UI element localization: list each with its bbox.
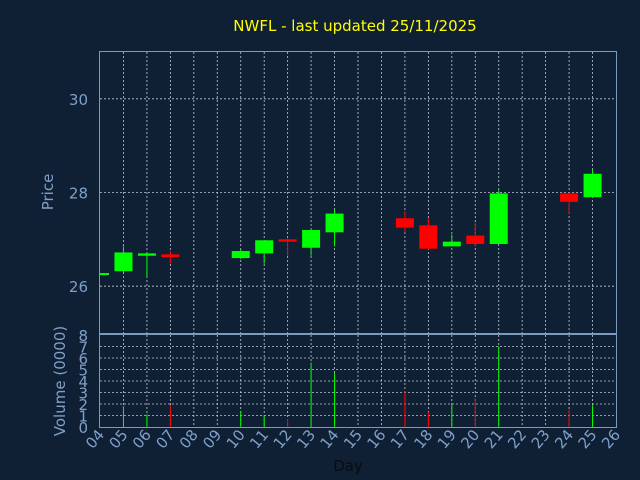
volume-tick-label: 5 bbox=[78, 362, 88, 380]
candle-body bbox=[100, 273, 109, 276]
x-tick-label: 23 bbox=[528, 426, 554, 452]
candle bbox=[466, 222, 485, 247]
candle bbox=[419, 218, 438, 250]
candle bbox=[100, 273, 109, 276]
x-tick-label: 16 bbox=[363, 426, 389, 452]
candle bbox=[231, 249, 250, 260]
candle bbox=[302, 229, 321, 256]
candle-body bbox=[419, 225, 438, 249]
candle bbox=[395, 211, 414, 233]
x-tick-label: 10 bbox=[223, 426, 249, 452]
x-tick-label: 20 bbox=[457, 426, 483, 452]
price-tick-label: 26 bbox=[69, 278, 88, 296]
candle-body bbox=[325, 213, 344, 233]
candle bbox=[161, 251, 180, 264]
candle bbox=[442, 234, 461, 247]
volume-tick-label: 4 bbox=[78, 373, 88, 391]
x-tick-label: 21 bbox=[481, 426, 507, 452]
candle bbox=[255, 240, 274, 264]
volume-tick-label: 3 bbox=[78, 385, 88, 403]
x-tick-label: 07 bbox=[152, 426, 178, 452]
price-frame bbox=[99, 51, 617, 334]
candle-body bbox=[395, 218, 414, 228]
x-tick-label: 05 bbox=[105, 426, 131, 452]
candle bbox=[325, 208, 344, 247]
x-tick-label: 09 bbox=[199, 426, 225, 452]
x-tick-label: 18 bbox=[410, 426, 436, 452]
candle bbox=[114, 246, 133, 273]
volume-frame bbox=[99, 334, 617, 428]
candle bbox=[137, 252, 156, 277]
price-axis-label: Price bbox=[39, 174, 57, 211]
candle-body bbox=[583, 173, 602, 198]
x-tick-label: 17 bbox=[387, 426, 413, 452]
volume-tick-label: 0 bbox=[78, 419, 88, 437]
candle-body bbox=[560, 193, 579, 202]
candle-body bbox=[302, 229, 321, 248]
x-tick-label: 24 bbox=[551, 426, 577, 452]
volume-axis-label: Volume (0000) bbox=[51, 326, 69, 436]
candle-body bbox=[231, 251, 250, 259]
x-tick-label: 22 bbox=[504, 426, 530, 452]
candle bbox=[278, 238, 297, 256]
x-tick-label: 06 bbox=[129, 426, 155, 452]
volume-tick-label: 7 bbox=[78, 339, 88, 357]
price-panel: 26 28 30 Price bbox=[39, 51, 617, 334]
candle-body bbox=[489, 193, 508, 245]
x-tick-label: 12 bbox=[270, 426, 296, 452]
x-tick-label: 19 bbox=[434, 426, 460, 452]
candle-body bbox=[278, 239, 297, 242]
x-tick-label: 14 bbox=[317, 426, 343, 452]
candle-body bbox=[114, 252, 133, 272]
x-tick-label: 15 bbox=[340, 426, 366, 452]
x-tick-label: 08 bbox=[176, 426, 202, 452]
x-axis-label: Day bbox=[333, 457, 363, 475]
x-tick-label: 26 bbox=[598, 426, 624, 452]
x-tick-label: 11 bbox=[246, 426, 272, 452]
price-tick-label: 30 bbox=[69, 91, 88, 109]
candle-body bbox=[255, 240, 274, 254]
chart-title: NWFL - last updated 25/11/2025 bbox=[233, 17, 476, 35]
candle bbox=[583, 169, 602, 198]
x-tick-label: 25 bbox=[575, 426, 601, 452]
candle-body bbox=[137, 253, 156, 256]
candle bbox=[560, 192, 579, 214]
volume-tick-label: 6 bbox=[78, 350, 88, 368]
price-tick-label: 28 bbox=[69, 185, 88, 203]
volume-tick-label: 8 bbox=[78, 327, 88, 345]
candle bbox=[489, 190, 508, 245]
candle-body bbox=[466, 235, 485, 245]
candle-body bbox=[161, 254, 180, 258]
volume-tick-label: 2 bbox=[78, 396, 88, 414]
volume-tick-label: 1 bbox=[78, 408, 88, 426]
candle-body bbox=[442, 241, 461, 247]
x-tick-label: 13 bbox=[293, 426, 319, 452]
